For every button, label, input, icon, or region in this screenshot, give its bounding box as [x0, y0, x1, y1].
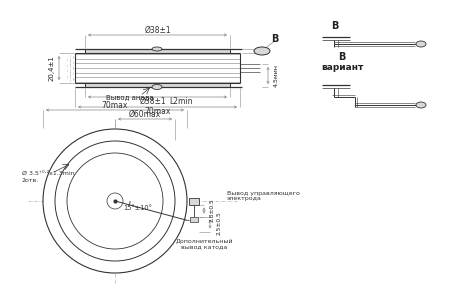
Ellipse shape [416, 41, 426, 47]
Bar [190, 216, 198, 222]
Circle shape [67, 153, 163, 249]
Text: Вывод управляющего
электрода: Вывод управляющего электрода [227, 191, 300, 201]
Text: 2.5±0.5: 2.5±0.5 [216, 212, 221, 235]
Text: B: B [338, 52, 346, 62]
Text: Вывод анода: Вывод анода [106, 94, 154, 100]
Text: вариант: вариант [321, 63, 363, 72]
Text: 70max: 70max [102, 101, 128, 110]
Text: B: B [271, 34, 279, 44]
Circle shape [107, 193, 123, 209]
Text: Ø 3.5⁺⁰⋅²x1.3min: Ø 3.5⁺⁰⋅²x1.3min [22, 170, 75, 175]
Text: L2min: L2min [170, 97, 193, 105]
Text: 4.5мин: 4.5мин [274, 64, 279, 87]
Text: 2.8±0.5: 2.8±0.5 [210, 199, 215, 222]
Ellipse shape [152, 85, 162, 89]
Text: B: B [331, 21, 339, 31]
Bar [85, 49, 230, 53]
Text: Ø38±1: Ø38±1 [139, 97, 166, 105]
Bar [75, 53, 240, 83]
Text: Ø60max: Ø60max [129, 110, 161, 119]
Circle shape [55, 141, 175, 261]
Bar [189, 197, 199, 204]
Bar [85, 83, 230, 87]
Ellipse shape [254, 47, 270, 55]
Ellipse shape [416, 102, 426, 108]
Text: 2отв.: 2отв. [22, 178, 39, 184]
Text: 15°±10°: 15°±10° [123, 205, 153, 211]
Ellipse shape [152, 47, 162, 51]
Text: 70max: 70max [144, 107, 171, 116]
Text: 20,4±1: 20,4±1 [49, 55, 55, 81]
Circle shape [43, 129, 187, 273]
Text: Дополнительный
вывод катода: Дополнительный вывод катода [175, 238, 233, 249]
Text: Ø38±1: Ø38±1 [144, 26, 171, 35]
